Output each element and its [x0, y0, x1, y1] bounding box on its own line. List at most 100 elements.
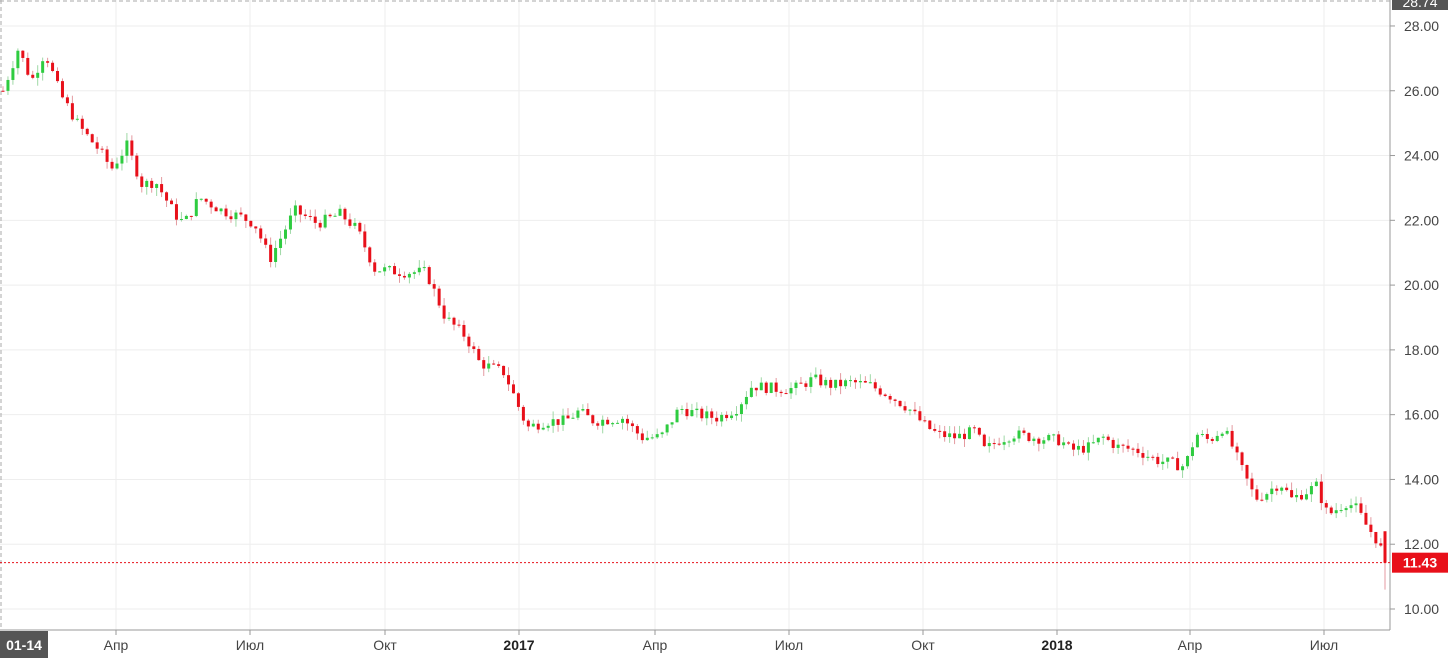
- candle-body: [1076, 445, 1080, 450]
- candle-body: [110, 161, 114, 169]
- candle-body: [16, 50, 20, 69]
- x-tick-label: Июл: [236, 637, 264, 653]
- candle-body: [442, 305, 446, 319]
- candle-body: [764, 382, 768, 393]
- candle-body: [100, 148, 104, 150]
- candle-body: [353, 222, 357, 226]
- candle-body: [556, 419, 560, 425]
- candle-body: [1091, 442, 1095, 444]
- x-tick-label: Июл: [1310, 637, 1338, 653]
- candle-body: [824, 379, 828, 386]
- candle-body: [611, 423, 615, 425]
- candle-body: [730, 415, 734, 419]
- candle-body: [630, 423, 634, 427]
- candle-body: [1195, 434, 1199, 448]
- candle-body: [1, 90, 5, 92]
- candle-body: [992, 443, 996, 445]
- candle-body: [189, 215, 193, 217]
- candle-body: [1240, 452, 1244, 466]
- last-price-badge: [1392, 552, 1448, 573]
- candle-body: [1186, 456, 1190, 467]
- x-tick-label: Окт: [373, 637, 397, 653]
- candle-body: [1225, 430, 1229, 434]
- candle-body: [1265, 494, 1269, 500]
- candle-body: [472, 346, 476, 349]
- candle-body: [913, 409, 917, 412]
- y-tick-label: 14.00: [1404, 471, 1439, 487]
- candle-body: [660, 432, 664, 435]
- candle-body: [318, 222, 322, 228]
- candle-body: [283, 229, 287, 239]
- candle-body: [21, 50, 25, 58]
- candle-body: [1329, 507, 1333, 514]
- candle-body: [46, 61, 50, 63]
- candle-body: [363, 231, 367, 248]
- candle-body: [80, 118, 84, 129]
- candle-body: [26, 57, 30, 75]
- candle-body: [1245, 465, 1249, 479]
- candle-body: [1176, 458, 1180, 471]
- candle-body: [1037, 438, 1041, 444]
- candle-body: [269, 244, 273, 262]
- y-tick-label: 24.00: [1404, 148, 1439, 164]
- candle-body: [254, 226, 258, 229]
- candle-body: [1359, 503, 1363, 513]
- candle-body: [868, 382, 872, 384]
- candle-body: [125, 140, 129, 156]
- candle-body: [958, 433, 962, 439]
- candle-body: [457, 324, 461, 326]
- candle-body: [685, 408, 689, 417]
- y-tick-label: 22.00: [1404, 212, 1439, 228]
- candle-body: [511, 384, 515, 394]
- candle-body: [591, 415, 595, 424]
- candle-body: [1314, 481, 1318, 487]
- candle-body: [655, 434, 659, 438]
- candle-body: [274, 247, 278, 262]
- candle-body: [417, 267, 421, 273]
- candle-body: [521, 406, 525, 421]
- y-tick-label: 20.00: [1404, 277, 1439, 293]
- candle-body: [437, 288, 441, 306]
- candle-body: [170, 200, 174, 205]
- candle-body: [1032, 438, 1036, 442]
- candle-body: [844, 380, 848, 387]
- start-date-badge: [0, 631, 48, 658]
- candle-body: [239, 212, 243, 215]
- candle-body: [546, 425, 550, 428]
- candle-body: [516, 393, 520, 407]
- candle-body: [715, 417, 719, 422]
- candle-body: [1364, 512, 1368, 525]
- candle-body: [105, 149, 109, 162]
- candle-body: [616, 422, 620, 424]
- x-tick-label: 2018: [1041, 637, 1072, 653]
- candle-body: [65, 97, 69, 104]
- candle-body: [1354, 503, 1358, 506]
- candle-body: [908, 409, 912, 411]
- candle-body: [1324, 503, 1328, 508]
- candle-body: [1334, 510, 1338, 514]
- candle-body: [1141, 453, 1145, 458]
- candle-body: [60, 81, 64, 98]
- candle-body: [1290, 490, 1294, 498]
- candle-body: [948, 433, 952, 438]
- y-tick-label: 28.00: [1404, 18, 1439, 34]
- candle-body: [754, 387, 758, 391]
- candle-body: [36, 72, 40, 78]
- candle-body: [690, 410, 694, 417]
- candle-body: [145, 180, 149, 187]
- candle-body: [502, 365, 506, 376]
- candle-body: [675, 409, 679, 423]
- candle-body: [1304, 494, 1308, 500]
- candle-body: [31, 74, 35, 78]
- candle-body: [447, 317, 451, 319]
- candle-body: [561, 415, 565, 425]
- candle-body: [1220, 433, 1224, 436]
- candle-body: [368, 247, 372, 263]
- candle-body: [863, 380, 867, 383]
- candle-body: [249, 220, 253, 227]
- candle-body: [586, 409, 590, 416]
- candle-body: [1151, 456, 1155, 458]
- candle-body: [576, 410, 580, 418]
- candle-body: [1210, 438, 1214, 441]
- candle-body: [606, 419, 610, 425]
